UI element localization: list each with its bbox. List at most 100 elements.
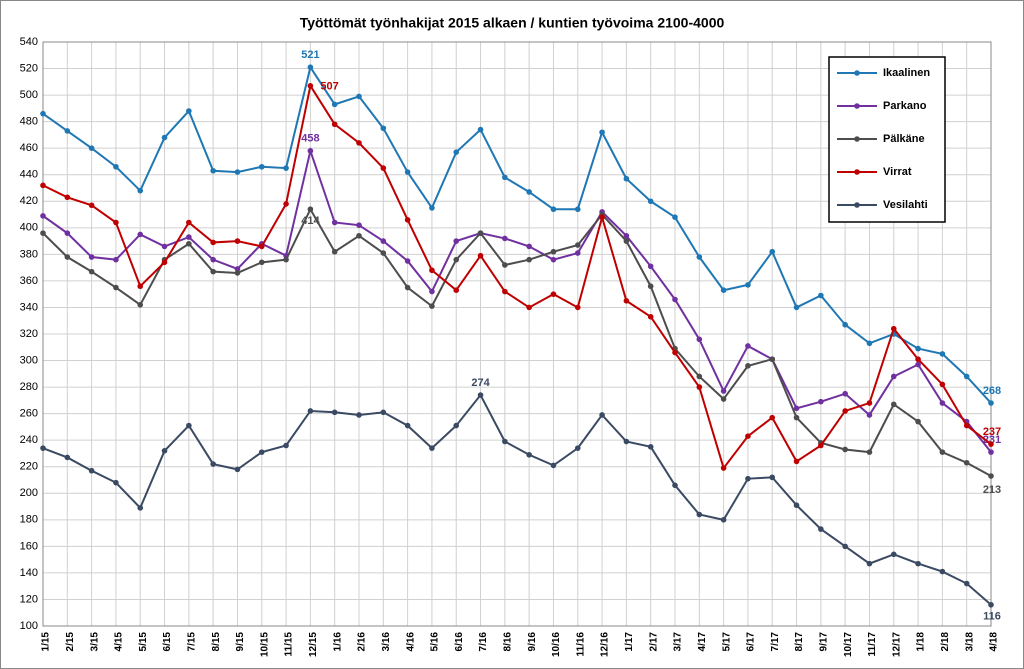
x-tick-label: 9/15 <box>235 632 246 652</box>
data-point <box>429 303 435 309</box>
legend-label: Parkano <box>883 100 927 112</box>
data-point <box>137 187 144 194</box>
y-tick-label: 280 <box>20 381 38 393</box>
y-tick-label: 420 <box>20 195 38 207</box>
data-point <box>40 110 46 117</box>
data-point <box>842 408 848 414</box>
x-tick-label: 10/15 <box>259 632 270 657</box>
data-point <box>842 446 848 453</box>
data-point <box>672 482 678 489</box>
value-label: 458 <box>301 133 319 145</box>
value-label: 268 <box>983 385 1001 397</box>
data-point <box>720 396 727 402</box>
data-point <box>307 64 314 71</box>
data-point <box>939 568 946 575</box>
x-tick-label: 11/16 <box>575 632 586 657</box>
data-point <box>745 433 751 440</box>
data-point <box>696 336 703 343</box>
x-tick-label: 2/16 <box>357 632 368 652</box>
data-point <box>963 459 970 466</box>
y-tick-label: 240 <box>20 434 38 446</box>
data-point <box>915 560 921 567</box>
data-point <box>161 259 168 266</box>
x-tick-label: 8/17 <box>794 632 805 652</box>
data-point <box>696 511 703 518</box>
data-point <box>866 340 873 347</box>
data-point <box>915 361 921 368</box>
data-point <box>186 219 192 226</box>
data-point <box>818 292 824 299</box>
data-point <box>429 288 435 295</box>
data-point <box>88 268 95 275</box>
y-tick-label: 520 <box>20 62 38 74</box>
data-point <box>380 165 387 171</box>
data-point <box>453 149 460 155</box>
legend-label: Virrat <box>883 166 912 178</box>
data-point <box>939 449 946 455</box>
data-point <box>696 384 703 390</box>
data-point <box>64 230 71 236</box>
data-point <box>526 304 532 311</box>
legend-marker <box>854 169 860 175</box>
y-tick-label: 100 <box>20 620 38 632</box>
data-point <box>818 398 824 405</box>
x-tick-label: 12/15 <box>308 632 319 657</box>
data-point <box>915 345 921 352</box>
data-point <box>745 475 751 482</box>
x-tick-label: 7/16 <box>478 632 489 652</box>
data-point <box>574 445 581 451</box>
data-point <box>623 438 630 445</box>
x-tick-label: 12/16 <box>600 632 611 657</box>
data-point <box>210 268 216 275</box>
value-label: 116 <box>983 611 1001 623</box>
data-point <box>186 240 192 247</box>
data-point <box>356 140 362 146</box>
data-point <box>550 256 557 263</box>
data-point <box>988 441 994 447</box>
data-point <box>331 101 338 108</box>
data-point <box>623 238 630 244</box>
data-point <box>696 373 703 380</box>
data-point <box>477 230 484 236</box>
data-point <box>113 284 119 291</box>
series-line <box>42 207 992 477</box>
data-point <box>307 83 314 89</box>
data-point <box>574 242 581 248</box>
data-point <box>404 217 411 223</box>
data-point <box>404 258 411 264</box>
data-point <box>331 248 338 255</box>
data-point <box>307 148 314 154</box>
data-point <box>745 363 751 369</box>
data-point <box>526 189 532 195</box>
x-tick-label: 4/18 <box>989 632 1000 652</box>
data-point <box>88 202 95 209</box>
data-point <box>161 134 168 141</box>
y-tick-label: 200 <box>20 487 38 499</box>
data-point <box>939 400 946 406</box>
data-point <box>550 462 557 469</box>
value-label: 521 <box>301 49 319 61</box>
data-point <box>890 551 897 558</box>
data-point <box>64 128 71 134</box>
data-point <box>939 351 946 357</box>
data-point <box>258 163 265 170</box>
data-point <box>866 560 873 567</box>
x-tick-label: 1/17 <box>624 632 635 652</box>
data-point <box>307 206 314 213</box>
series-line <box>42 64 992 404</box>
data-point <box>113 256 119 263</box>
data-point <box>137 231 144 238</box>
data-point <box>234 266 241 272</box>
data-point <box>769 474 776 481</box>
data-point <box>550 206 557 213</box>
data-point <box>745 343 751 349</box>
data-point <box>574 250 581 256</box>
data-point <box>988 449 994 455</box>
x-tick-label: 2/15 <box>65 632 76 652</box>
data-point <box>40 182 46 189</box>
data-point <box>720 287 727 294</box>
data-point <box>234 270 241 276</box>
data-point <box>64 194 71 201</box>
data-point <box>647 283 654 290</box>
